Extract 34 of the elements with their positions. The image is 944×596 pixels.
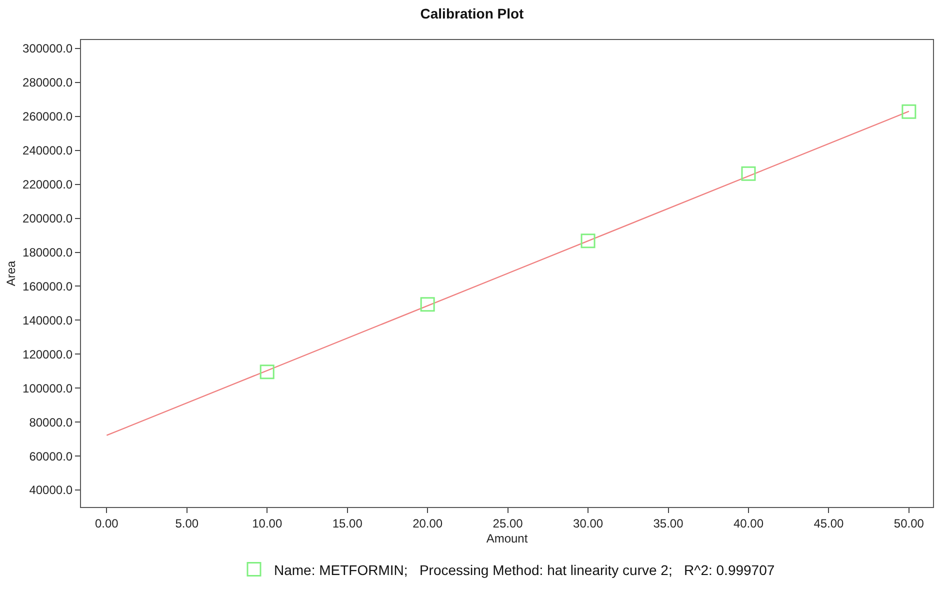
chart-title: Calibration Plot bbox=[420, 6, 524, 22]
y-tick-label: 120000.0 bbox=[22, 347, 73, 362]
y-tick-label: 260000.0 bbox=[22, 110, 73, 124]
y-tick-label: 60000.0 bbox=[29, 449, 73, 464]
y-tick-label: 300000.0 bbox=[22, 42, 73, 56]
x-tick-label: 15.00 bbox=[332, 516, 363, 530]
point bbox=[902, 104, 916, 119]
y-tick-label: 280000.0 bbox=[22, 76, 73, 90]
legend-label: Name: METFORMIN; Processing Method: hat linearity curve 2; R^2: 0.999707 bbox=[274, 562, 775, 578]
x-tick-label: 45.00 bbox=[814, 516, 844, 530]
x-tick-label: 20.00 bbox=[412, 516, 443, 530]
x-axis-title: Amount bbox=[486, 531, 528, 546]
x-tick-label: 0.00 bbox=[94, 516, 119, 530]
point bbox=[420, 297, 435, 312]
y-tick-label: 200000.0 bbox=[22, 212, 73, 226]
y-tick-label: 40000.0 bbox=[29, 483, 73, 498]
y-tick-label: 240000.0 bbox=[22, 144, 73, 158]
point bbox=[260, 364, 274, 380]
y-tick-label: 100000.0 bbox=[22, 381, 73, 396]
x-tick-label: 50.00 bbox=[894, 516, 924, 530]
y-tick-label: 140000.0 bbox=[22, 313, 73, 328]
y-axis-title: Area bbox=[4, 260, 18, 286]
point bbox=[580, 234, 596, 248]
y-tick-label: 220000.0 bbox=[22, 178, 73, 192]
x-tick-label: 40.00 bbox=[733, 516, 764, 530]
y-tick-label: 160000.0 bbox=[22, 279, 73, 294]
x-tick-label: 30.00 bbox=[573, 516, 604, 530]
x-tick-label: 25.00 bbox=[492, 516, 524, 530]
x-tick-label: 35.00 bbox=[653, 516, 684, 530]
point bbox=[741, 166, 756, 181]
y-tick-label: 180000.0 bbox=[22, 245, 73, 260]
y-tick-label: 80000.0 bbox=[29, 415, 73, 430]
x-tick-label: 10.00 bbox=[252, 516, 282, 530]
x-tick-label: 5.00 bbox=[175, 516, 199, 530]
